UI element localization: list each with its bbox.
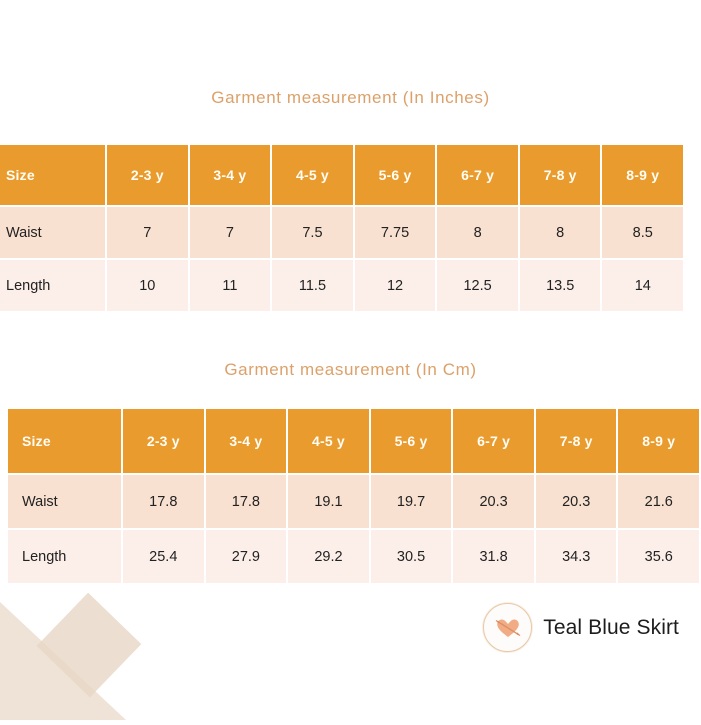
table-row: Length 25.4 27.9 29.2 30.5 31.8 34.3 35.… (8, 530, 700, 583)
column-header-7-8-y: 7-8 y (535, 409, 617, 473)
row-label-length: Length (8, 530, 121, 583)
cell-waist-7-8-y: 20.3 (535, 475, 617, 528)
page-title-inches: Garment measurement (In Inches) (211, 88, 490, 107)
row-label-waist: Waist (0, 207, 105, 258)
column-header-size: Size (0, 145, 105, 205)
table-row: Waist 17.8 17.8 19.1 19.7 20.3 20.3 21.6 (8, 475, 700, 528)
column-header-2-3-y: 2-3 y (123, 409, 204, 473)
cell-waist-7-8-y: 8 (519, 207, 601, 258)
cell-waist-3-4-y: 17.8 (205, 475, 287, 528)
column-header-8-9-y: 8-9 y (602, 145, 684, 205)
measurement-table-cm: Size 2-3 y 3-4 y 4-5 y 5-6 y 6-7 y 7-8 y… (8, 409, 700, 583)
column-header-2-3-y: 2-3 y (107, 145, 188, 205)
cell-length-4-5-y: 11.5 (272, 260, 353, 311)
row-label-waist: Waist (8, 475, 121, 528)
column-header-3-4-y: 3-4 y (205, 409, 287, 473)
measurement-table-inches: Size 2-3 y 3-4 y 4-5 y 5-6 y 6-7 y 7-8 y… (0, 145, 684, 311)
cell-length-5-6-y: 12 (354, 260, 436, 311)
cell-length-8-9-y: 35.6 (618, 530, 700, 583)
corner-decoration (0, 580, 200, 720)
column-header-size: Size (8, 409, 121, 473)
table-row: Waist 7 7 7.5 7.75 8 8 8.5 (0, 207, 684, 258)
column-header-8-9-y: 8-9 y (618, 409, 700, 473)
cell-length-7-8-y: 13.5 (519, 260, 601, 311)
cell-length-6-7-y: 31.8 (453, 530, 534, 583)
table-row: Length 10 11 11.5 12 12.5 13.5 14 (0, 260, 684, 311)
cell-waist-5-6-y: 19.7 (370, 475, 452, 528)
decoration-triangle (0, 602, 126, 720)
cell-length-8-9-y: 14 (602, 260, 684, 311)
column-header-4-5-y: 4-5 y (288, 409, 369, 473)
row-label-length: Length (0, 260, 105, 311)
cell-waist-2-3-y: 7 (107, 207, 188, 258)
column-header-7-8-y: 7-8 y (519, 145, 601, 205)
cell-length-2-3-y: 10 (107, 260, 188, 311)
cell-length-2-3-y: 25.4 (123, 530, 204, 583)
cell-length-5-6-y: 30.5 (370, 530, 452, 583)
table-header-row: Size 2-3 y 3-4 y 4-5 y 5-6 y 6-7 y 7-8 y… (0, 145, 684, 205)
table-header-row: Size 2-3 y 3-4 y 4-5 y 5-6 y 6-7 y 7-8 y… (8, 409, 700, 473)
heart-with-arrow-icon (483, 603, 533, 652)
column-header-6-7-y: 6-7 y (453, 409, 534, 473)
brand-name: Teal Blue Skirt (543, 615, 679, 639)
column-header-3-4-y: 3-4 y (189, 145, 271, 205)
cell-waist-6-7-y: 20.3 (453, 475, 534, 528)
column-header-5-6-y: 5-6 y (370, 409, 452, 473)
cell-waist-6-7-y: 8 (437, 207, 518, 258)
brand-logo: Teal Blue Skirt (483, 603, 679, 652)
cell-waist-4-5-y: 7.5 (272, 207, 353, 258)
cell-waist-3-4-y: 7 (189, 207, 271, 258)
cell-waist-4-5-y: 19.1 (288, 475, 369, 528)
column-header-5-6-y: 5-6 y (354, 145, 436, 205)
decoration-square (36, 592, 142, 698)
page-title-cm: Garment measurement (In Cm) (224, 360, 477, 379)
cell-length-3-4-y: 11 (189, 260, 271, 311)
cell-waist-8-9-y: 21.6 (618, 475, 700, 528)
column-header-4-5-y: 4-5 y (272, 145, 353, 205)
cell-waist-5-6-y: 7.75 (354, 207, 436, 258)
cell-waist-8-9-y: 8.5 (602, 207, 684, 258)
cell-length-6-7-y: 12.5 (437, 260, 518, 311)
column-header-6-7-y: 6-7 y (437, 145, 518, 205)
cell-length-7-8-y: 34.3 (535, 530, 617, 583)
cell-waist-2-3-y: 17.8 (123, 475, 204, 528)
cell-length-4-5-y: 29.2 (288, 530, 369, 583)
cell-length-3-4-y: 27.9 (205, 530, 287, 583)
